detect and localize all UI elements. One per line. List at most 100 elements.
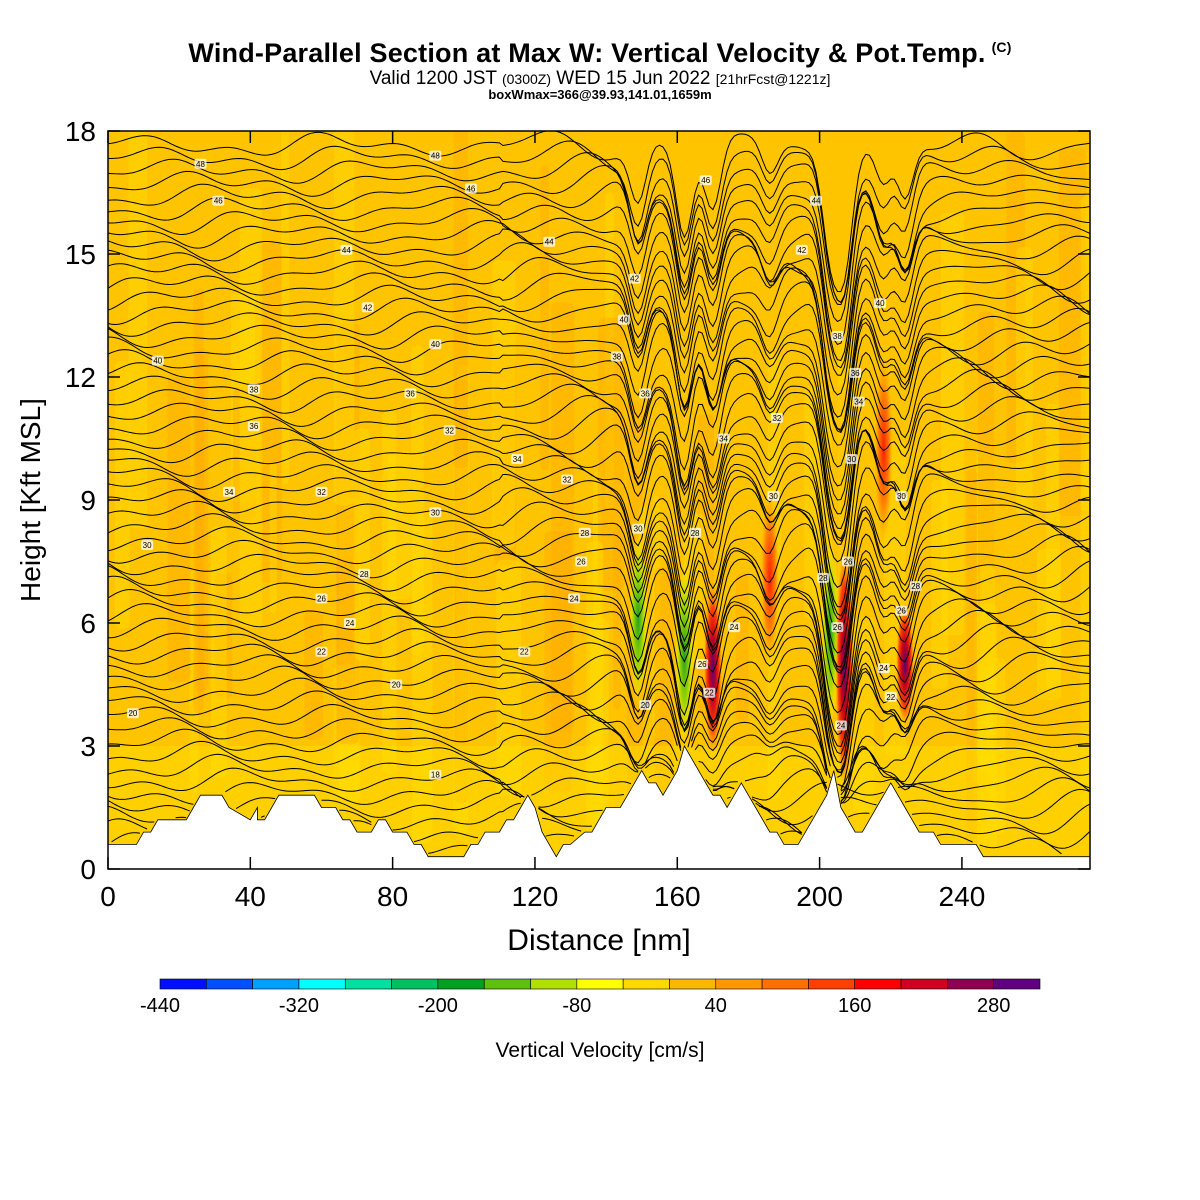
contour-label-text: 28 bbox=[360, 570, 369, 579]
velocity-band bbox=[128, 131, 148, 529]
colorbar-swatch bbox=[715, 978, 763, 990]
velocity-band bbox=[453, 131, 468, 469]
title-block: Wind-Parallel Section at Max W: Vertical… bbox=[0, 40, 1200, 102]
theta-contour bbox=[108, 545, 1090, 688]
contour-label-bg bbox=[770, 413, 783, 423]
contour-label-bg bbox=[518, 646, 531, 657]
contour-label-text: 26 bbox=[698, 660, 707, 669]
colorbar-swatch bbox=[900, 978, 948, 990]
colorbar-tick-label: -80 bbox=[562, 995, 591, 1017]
contour-label-text: 40 bbox=[619, 316, 628, 325]
contour-label-text: 30 bbox=[847, 455, 856, 464]
theta-contour bbox=[108, 346, 1090, 501]
contour-label-text: 26 bbox=[317, 594, 326, 603]
x-axis-label: Distance [nm] bbox=[507, 924, 690, 957]
contour-label-text: 40 bbox=[876, 299, 885, 308]
contour-label-bg bbox=[817, 572, 830, 583]
theta-contour bbox=[108, 281, 1090, 432]
theta-contour bbox=[108, 368, 1090, 530]
theta-contour bbox=[108, 523, 1090, 673]
contour-label-bg bbox=[358, 568, 371, 579]
contour-label-bg bbox=[852, 396, 865, 407]
contour-label-bg bbox=[212, 195, 225, 206]
colorbar-label: Vertical Velocity [cm/s] bbox=[496, 1039, 705, 1062]
velocity-band bbox=[333, 131, 355, 506]
colorbar-tick-label: -200 bbox=[418, 995, 458, 1017]
theta-contour bbox=[108, 598, 1090, 755]
contour-label-bg bbox=[464, 183, 477, 194]
theta-contour bbox=[108, 817, 1090, 849]
contour-label: 48 bbox=[194, 158, 207, 169]
y-axis-label: Height [Kft MSL] bbox=[15, 398, 46, 602]
updraft-core bbox=[760, 491, 779, 664]
contour-label-text: 20 bbox=[128, 709, 137, 718]
chart-title: Wind-Parallel Section at Max W: Vertical… bbox=[0, 40, 1200, 67]
contour-label-bg bbox=[845, 454, 858, 464]
velocity-band bbox=[269, 461, 277, 614]
contour-label: 40 bbox=[617, 314, 630, 325]
velocity-band bbox=[586, 541, 604, 868]
contour-label: 30 bbox=[141, 540, 154, 551]
contour-label-bg bbox=[632, 523, 645, 534]
contour-label: 36 bbox=[639, 388, 652, 399]
contour-label-bg bbox=[877, 663, 890, 674]
contour-label-text: 32 bbox=[317, 488, 326, 497]
plot-area: 48 48 46 46 46 44 44 44 42 42 42 40 40 40 40 38 38 38 36 36… bbox=[108, 131, 1090, 869]
contour-label-text: 36 bbox=[641, 389, 650, 398]
theta-contour bbox=[108, 714, 1090, 792]
contour-label: 22 bbox=[518, 646, 531, 657]
theta-contour bbox=[108, 228, 1090, 376]
theta-contour bbox=[108, 181, 1090, 323]
contour-label-text: 24 bbox=[345, 619, 354, 628]
theta-contour bbox=[108, 740, 1090, 796]
colorbar-tick-label: -440 bbox=[140, 995, 180, 1017]
valid-date: WED 15 Jun 2022 bbox=[556, 68, 711, 89]
theta-contour bbox=[108, 788, 1090, 826]
contour-label-bg bbox=[767, 490, 780, 501]
contour-label: 36 bbox=[247, 421, 260, 432]
contour-label: 24 bbox=[728, 622, 741, 633]
contour-label-bg bbox=[639, 388, 652, 399]
contour-label: 22 bbox=[315, 646, 328, 657]
theta-contour bbox=[108, 322, 1090, 468]
contour-label-text: 28 bbox=[580, 529, 589, 538]
y-tick-label: 9 bbox=[80, 485, 96, 516]
contour-label-text: 20 bbox=[392, 681, 401, 690]
velocity-band bbox=[304, 609, 323, 740]
theta-contour bbox=[108, 357, 1090, 515]
theta-contour bbox=[108, 651, 1090, 771]
y-tick-label: 6 bbox=[80, 608, 96, 639]
contour-label-bg bbox=[831, 622, 844, 633]
contour-label: 20 bbox=[390, 679, 403, 690]
y-tick-label: 18 bbox=[65, 116, 96, 147]
contour-label-bg bbox=[895, 490, 908, 501]
velocity-band bbox=[1058, 148, 1086, 517]
contour-label-bg bbox=[543, 236, 556, 247]
valid-zulu: (0300Z) bbox=[501, 71, 552, 87]
velocity-band bbox=[453, 409, 468, 837]
contour-label-bg bbox=[247, 384, 260, 395]
contour-label-bg bbox=[429, 150, 442, 161]
theta-contour bbox=[108, 196, 1090, 346]
contour-label: 18 bbox=[429, 769, 442, 780]
theta-contour bbox=[108, 575, 1090, 736]
contour-label-text: 28 bbox=[819, 574, 828, 583]
theta-contour bbox=[108, 534, 1090, 674]
contour-label: 46 bbox=[699, 175, 712, 186]
theta-contour bbox=[108, 500, 1090, 654]
contour-label-bg bbox=[909, 581, 922, 592]
contour-label-bg bbox=[429, 339, 442, 350]
contour-label: 40 bbox=[874, 298, 887, 309]
contour-label: 32 bbox=[443, 425, 456, 436]
contour-label-text: 38 bbox=[833, 332, 842, 341]
contour-label-bg bbox=[728, 622, 741, 633]
theta-contour bbox=[108, 802, 1090, 835]
velocity-band bbox=[167, 377, 191, 682]
contour-label: 34 bbox=[511, 454, 524, 464]
contour-label-bg bbox=[141, 540, 154, 551]
theta-contour bbox=[108, 308, 1090, 446]
colorbar-swatch bbox=[669, 978, 717, 990]
contour-label-text: 28 bbox=[911, 582, 920, 591]
colorbar-swatch bbox=[483, 978, 531, 990]
contour-label: 42 bbox=[361, 302, 374, 313]
